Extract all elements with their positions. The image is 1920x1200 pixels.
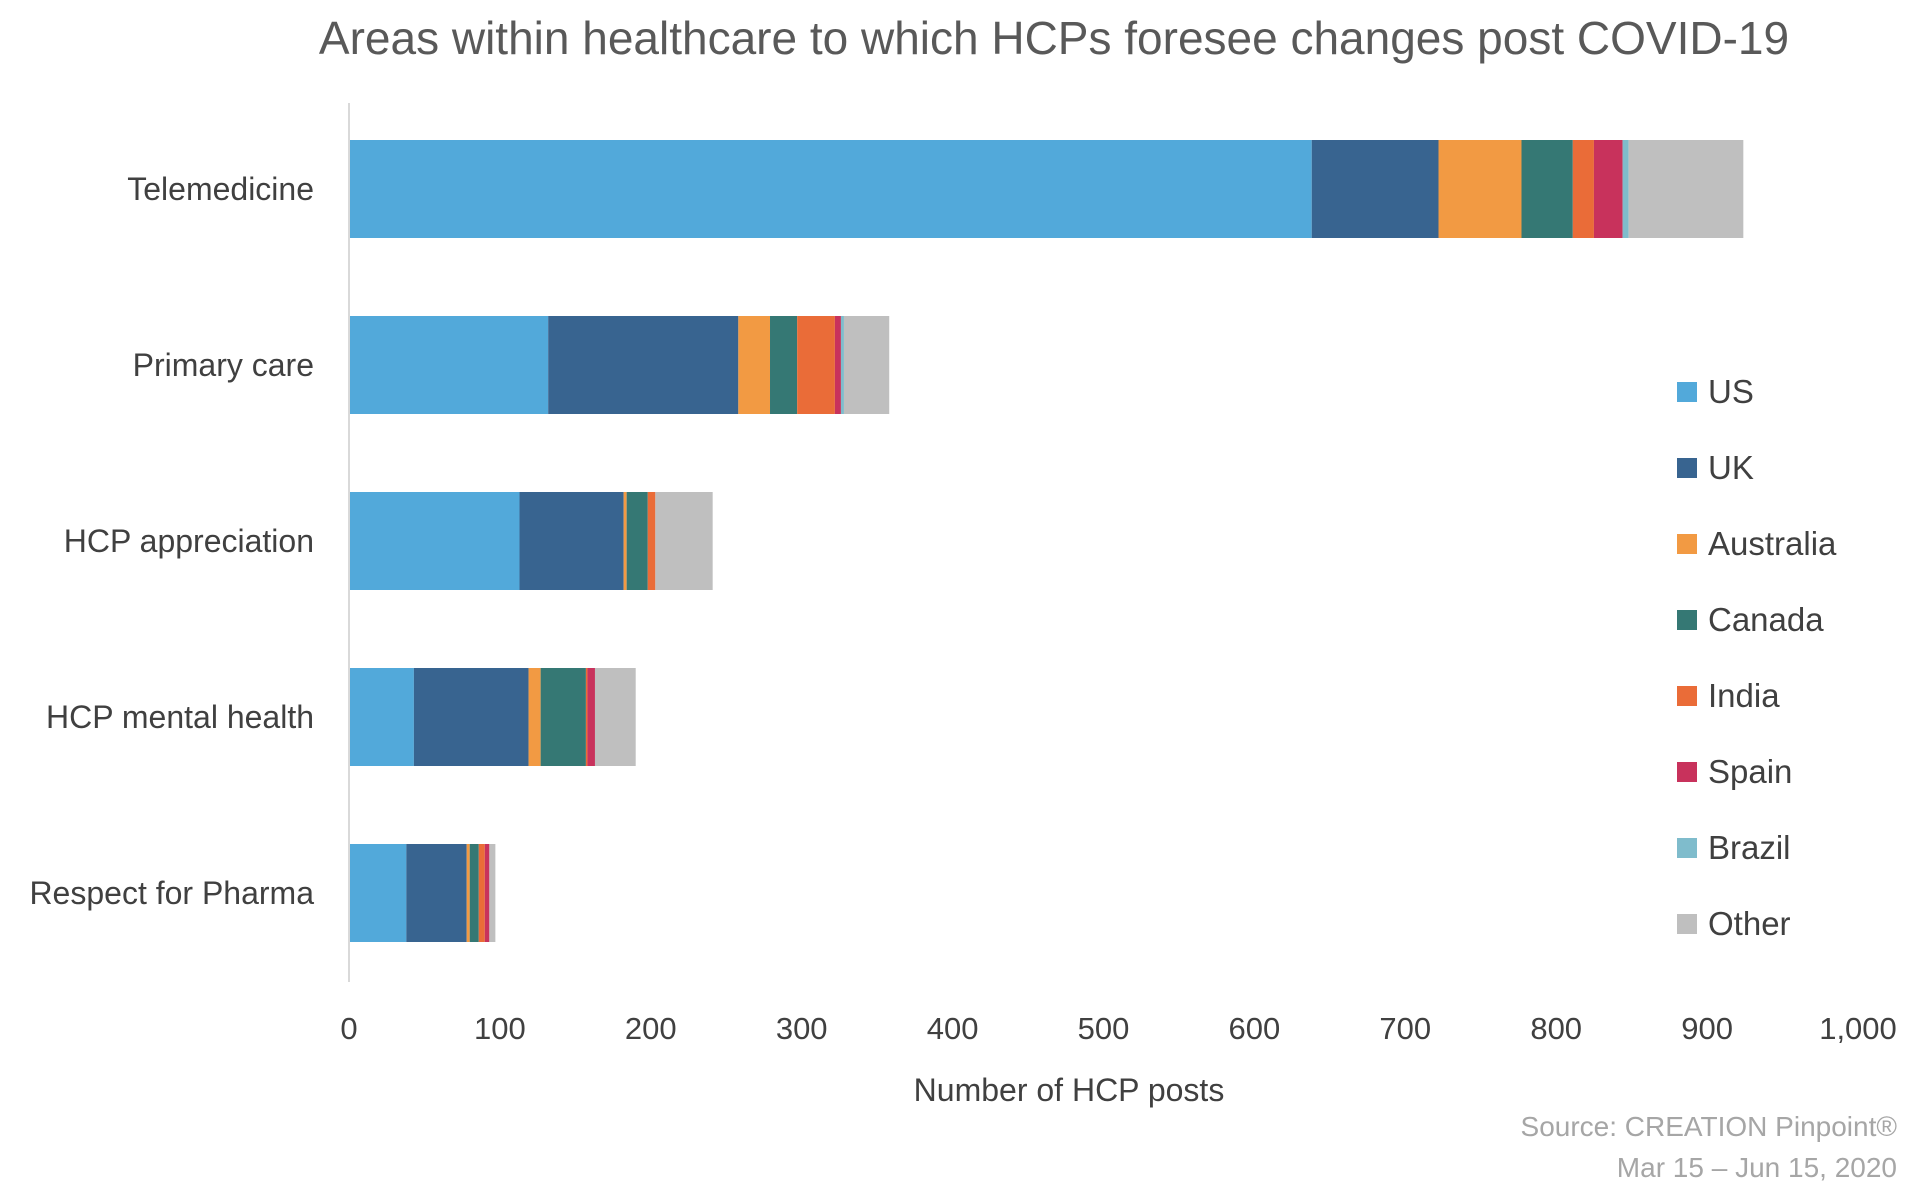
bar-primary-care-brazil: [840, 316, 844, 414]
bar-telemedicine-spain: [1593, 140, 1623, 238]
x-tick-label-1000: 1,000: [1819, 1011, 1897, 1046]
bar-hcp-mental-health-us: [349, 668, 414, 766]
bar-hcp-appreciation-us: [349, 492, 520, 590]
x-tick-label-0: 0: [340, 1011, 357, 1046]
bar-telemedicine-australia: [1438, 140, 1522, 238]
legend-swatch-australia: [1677, 534, 1697, 554]
x-tick-label-300: 300: [776, 1011, 828, 1046]
bar-telemedicine-india: [1572, 140, 1594, 238]
bar-primary-care-other: [843, 316, 890, 414]
legend-label-brazil: Brazil: [1708, 829, 1791, 866]
legend-label-canada: Canada: [1708, 601, 1824, 638]
bar-respect-for-pharma-australia: [466, 844, 470, 942]
category-label-hcp-appreciation: HCP appreciation: [64, 523, 314, 559]
legend-swatch-other: [1677, 914, 1697, 934]
x-tick-label-400: 400: [927, 1011, 979, 1046]
legend-swatch-canada: [1677, 610, 1697, 630]
legend: US UK Australia Canada India Spain Brazil Other: [1677, 373, 1837, 942]
category-labels: Telemedicine Primary care HCP appreciation…: [29, 171, 314, 911]
category-label-primary-care: Primary care: [133, 347, 314, 383]
bar-respect-for-pharma-us: [349, 844, 407, 942]
x-tick-label-700: 700: [1379, 1011, 1431, 1046]
bar-respect-for-pharma-spain: [484, 844, 490, 942]
category-label-telemedicine: Telemedicine: [127, 171, 314, 207]
bar-respect-for-pharma-uk: [406, 844, 467, 942]
bar-primary-care-australia: [738, 316, 771, 414]
x-tick-label-900: 900: [1681, 1011, 1733, 1046]
bar-telemedicine-uk: [1311, 140, 1439, 238]
bar-hcp-mental-health-canada: [540, 668, 586, 766]
bar-hcp-mental-health-other: [594, 668, 636, 766]
legend-label-australia: Australia: [1708, 525, 1837, 562]
bar-telemedicine-other: [1628, 140, 1744, 238]
legend-label-uk: UK: [1708, 449, 1754, 486]
bar-hcp-mental-health-spain: [587, 668, 595, 766]
bar-hcp-mental-health-india: [585, 668, 588, 766]
bar-telemedicine-brazil: [1622, 140, 1629, 238]
bar-primary-care-spain: [834, 316, 841, 414]
x-tick-label-500: 500: [1078, 1011, 1130, 1046]
x-tick-label-600: 600: [1229, 1011, 1281, 1046]
bar-hcp-mental-health-uk: [413, 668, 529, 766]
bar-hcp-appreciation-canada: [626, 492, 648, 590]
legend-swatch-brazil: [1677, 838, 1697, 858]
bar-primary-care-uk: [548, 316, 739, 414]
legend-swatch-uk: [1677, 458, 1697, 478]
x-tick-label-100: 100: [474, 1011, 526, 1046]
date-range-note: Mar 15 – Jun 15, 2020: [1617, 1152, 1897, 1183]
bar-respect-for-pharma-other: [489, 844, 496, 942]
bar-primary-care-india: [797, 316, 835, 414]
bar-telemedicine-canada: [1521, 140, 1573, 238]
bar-primary-care-us: [349, 316, 549, 414]
x-tick-label-200: 200: [625, 1011, 677, 1046]
bar-hcp-appreciation-australia: [623, 492, 627, 590]
x-axis-ticks: 0 100 200 300 400 500 600 700 800 900 1,000: [340, 1011, 1896, 1046]
legend-label-us: US: [1708, 373, 1754, 410]
x-axis-title: Number of HCP posts: [914, 1072, 1225, 1108]
bar-respect-for-pharma-india: [478, 844, 485, 942]
bar-respect-for-pharma-canada: [469, 844, 479, 942]
category-label-hcp-mental-health: HCP mental health: [46, 699, 314, 735]
bar-telemedicine-us: [349, 140, 1312, 238]
bar-primary-care-canada: [770, 316, 798, 414]
legend-swatch-india: [1677, 686, 1697, 706]
legend-label-other: Other: [1708, 905, 1791, 942]
bar-hcp-appreciation-uk: [519, 492, 624, 590]
legend-swatch-us: [1677, 382, 1697, 402]
legend-label-spain: Spain: [1708, 753, 1792, 790]
category-label-respect-for-pharma: Respect for Pharma: [29, 875, 314, 911]
legend-swatch-spain: [1677, 762, 1697, 782]
bar-hcp-appreciation-india: [647, 492, 656, 590]
x-tick-label-800: 800: [1530, 1011, 1582, 1046]
legend-label-india: India: [1708, 677, 1780, 714]
source-note: Source: CREATION Pinpoint®: [1521, 1111, 1898, 1142]
bar-hcp-appreciation-other: [655, 492, 713, 590]
bars-layer: [349, 140, 1744, 942]
bar-hcp-mental-health-australia: [528, 668, 541, 766]
chart-title: Areas within healthcare to which HCPs fo…: [319, 12, 1789, 64]
